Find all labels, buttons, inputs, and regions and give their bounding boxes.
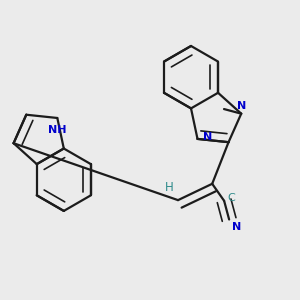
Text: NH: NH bbox=[48, 124, 67, 134]
Text: N: N bbox=[232, 222, 242, 232]
Text: N: N bbox=[203, 132, 212, 142]
Text: C: C bbox=[227, 193, 235, 203]
Text: H: H bbox=[165, 181, 174, 194]
Text: N: N bbox=[237, 101, 246, 111]
